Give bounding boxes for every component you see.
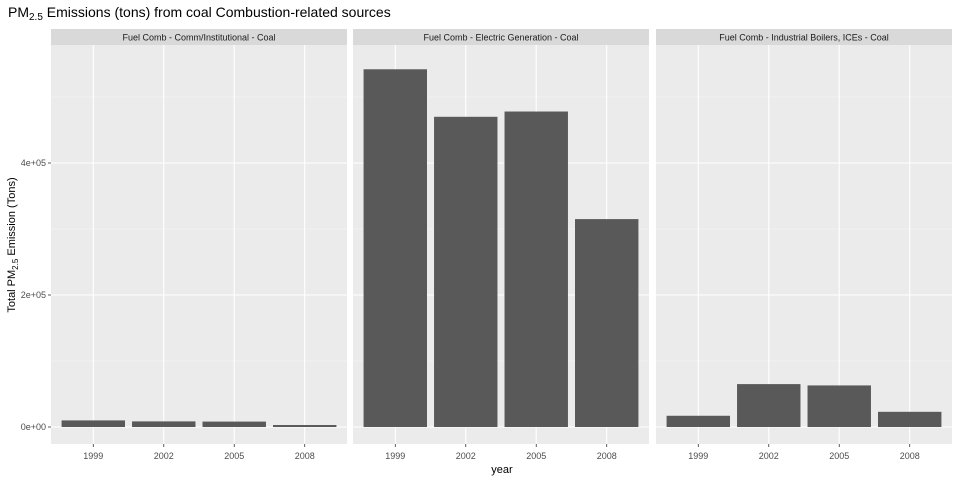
facet-strip	[353, 29, 649, 45]
bar-2002	[434, 116, 498, 428]
facet-panel: Fuel Comb - Comm/Institutional - Coal 199…	[51, 29, 347, 461]
y-axis-title-subscript: 2.5	[11, 258, 20, 270]
y-tick-label: 4e+05	[21, 158, 46, 168]
x-tick-label: 2005	[526, 451, 546, 461]
facet-strip	[656, 29, 952, 45]
y-axis-title-main: Total PM	[6, 270, 18, 313]
chart-title-main: PM	[8, 4, 29, 20]
bar-2002	[737, 384, 801, 427]
bar-1999	[61, 420, 125, 427]
x-tick-label: 2008	[597, 451, 617, 461]
facet-strip-label: Fuel Comb - Electric Generation - Coal	[423, 33, 578, 43]
bar-2008	[878, 411, 942, 427]
bar-2005	[202, 421, 266, 427]
bar-2005	[807, 385, 871, 427]
x-tick-label: 2002	[759, 451, 779, 461]
chart-title: PM2.5 Emissions (tons) from coal Combust…	[8, 4, 391, 23]
x-axis-title: year	[491, 464, 513, 476]
bar-2005	[504, 111, 568, 428]
x-tick-label: 2008	[900, 451, 920, 461]
bar-1999	[666, 415, 730, 427]
x-tick-label: 1999	[385, 451, 405, 461]
x-tick-label: 2002	[154, 451, 174, 461]
facet-panel: Fuel Comb - Industrial Boilers, ICEs - C…	[656, 29, 952, 461]
facet-strip	[51, 29, 347, 45]
facet-panel: Fuel Comb - Electric Generation - Coal 19…	[353, 29, 649, 461]
bar-2008	[273, 425, 337, 427]
bar-2008	[575, 219, 639, 427]
chart-title-subscript: 2.5	[29, 12, 43, 23]
x-tick-label: 2002	[456, 451, 476, 461]
facet-strip-label: Fuel Comb - Industrial Boilers, ICEs - C…	[719, 33, 889, 43]
bar-1999	[363, 69, 427, 427]
y-tick-label: 2e+05	[21, 290, 46, 300]
chart-title-rest: Emissions (tons) from coal Combustion-re…	[43, 4, 391, 20]
x-tick-label: 1999	[83, 451, 103, 461]
y-axis-title-rest: Emission (Tons)	[6, 177, 18, 258]
panel-background	[656, 45, 952, 444]
x-tick-label: 2005	[224, 451, 244, 461]
panel-background	[51, 45, 347, 444]
y-axis: 0e+00 2e+05 4e+05	[21, 158, 51, 432]
x-tick-label: 2005	[829, 451, 849, 461]
facet-panels: Fuel Comb - Comm/Institutional - Coal 199…	[51, 29, 952, 461]
y-axis-title: Total PM2.5 Emission (Tons)	[6, 177, 20, 312]
x-tick-label: 1999	[688, 451, 708, 461]
x-tick-label: 2008	[295, 451, 315, 461]
y-tick-label: 0e+00	[21, 422, 46, 432]
bar-2002	[132, 421, 196, 427]
facet-strip-label: Fuel Comb - Comm/Institutional - Coal	[122, 33, 275, 43]
